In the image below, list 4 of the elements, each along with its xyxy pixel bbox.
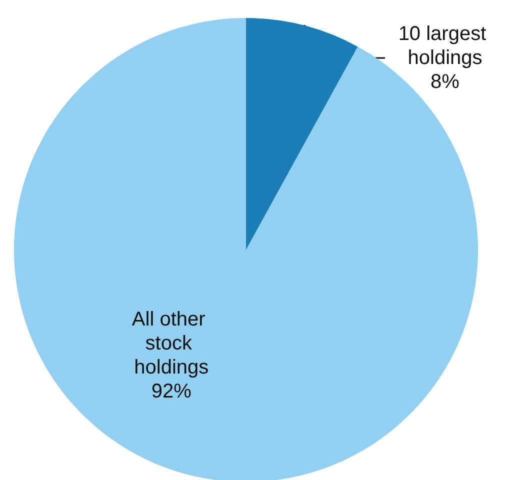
slice-label: All other stock holdings xyxy=(132,308,211,378)
slice-label: 10 largest holdings xyxy=(398,23,492,69)
data-label: 92% xyxy=(151,380,192,402)
data-label: 8% xyxy=(430,71,460,93)
